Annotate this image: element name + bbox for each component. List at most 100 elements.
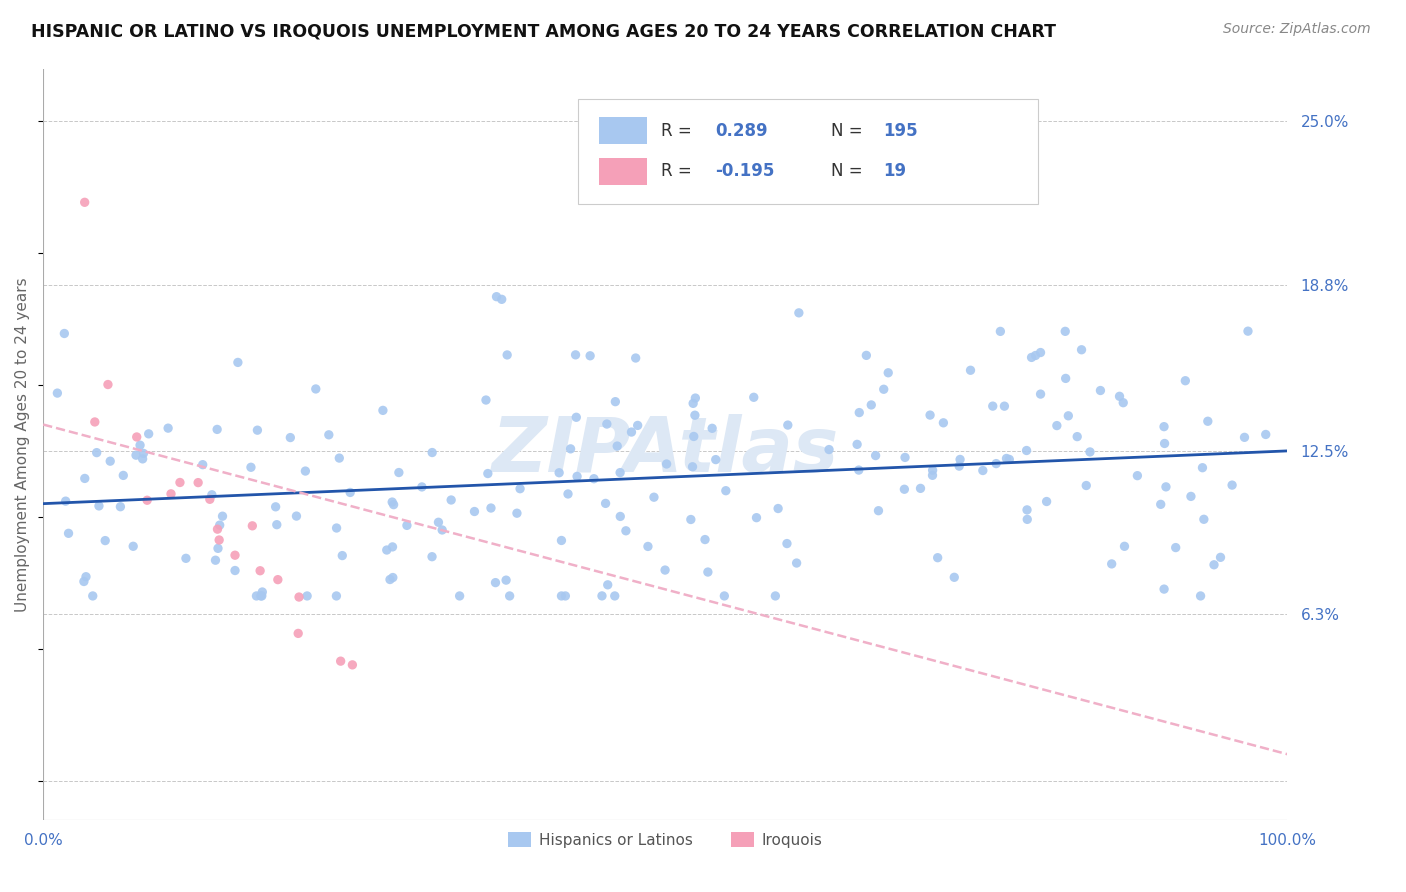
Point [224, 564, 246, 578]
Point [1150, 497, 1173, 511]
Point [787, 306, 810, 320]
Point [125, 430, 148, 444]
Point [208, 518, 231, 533]
Point [252, 585, 274, 599]
Point [129, 438, 152, 452]
Point [136, 493, 159, 508]
Legend: Hispanics or Latinos, Iroquois: Hispanics or Latinos, Iroquois [502, 826, 828, 854]
Point [1237, 324, 1260, 338]
Point [288, 590, 311, 604]
Point [1154, 480, 1177, 494]
Point [509, 482, 531, 496]
Point [1025, 349, 1047, 363]
Point [318, 427, 340, 442]
Text: 195: 195 [883, 122, 918, 140]
Point [267, 573, 290, 587]
Point [948, 459, 970, 474]
Point [679, 512, 702, 526]
Point [1015, 443, 1038, 458]
Point [198, 492, 221, 507]
Point [564, 348, 586, 362]
Point [211, 509, 233, 524]
Point [160, 487, 183, 501]
Point [249, 564, 271, 578]
Point [865, 449, 887, 463]
Point [627, 418, 650, 433]
Point [250, 589, 273, 603]
Point [1191, 460, 1213, 475]
Point [1078, 445, 1101, 459]
Point [264, 500, 287, 514]
Point [609, 466, 631, 480]
Point [605, 394, 627, 409]
Point [685, 391, 707, 405]
Point [381, 570, 404, 584]
Point [205, 422, 228, 436]
Point [1112, 395, 1135, 409]
Point [986, 457, 1008, 471]
Point [893, 482, 915, 496]
Point [110, 500, 132, 514]
Point [637, 540, 659, 554]
Point [485, 290, 508, 304]
Point [990, 325, 1012, 339]
Point [557, 487, 579, 501]
Point [932, 416, 955, 430]
Point [329, 654, 352, 668]
Point [920, 408, 942, 422]
Point [1153, 436, 1175, 450]
Point [1192, 512, 1215, 526]
FancyBboxPatch shape [578, 99, 1039, 203]
Point [498, 589, 520, 603]
Point [582, 472, 605, 486]
Point [1029, 345, 1052, 359]
Point [1057, 409, 1080, 423]
Point [1254, 427, 1277, 442]
Point [1197, 414, 1219, 428]
Point [73, 574, 96, 589]
Point [894, 450, 917, 465]
Point [305, 382, 328, 396]
Point [174, 551, 197, 566]
Point [381, 495, 404, 509]
Point [98, 454, 121, 468]
Point [75, 570, 97, 584]
Point [381, 540, 404, 554]
Text: -0.195: -0.195 [716, 162, 775, 180]
Point [595, 496, 617, 510]
Point [548, 466, 571, 480]
Point [949, 452, 972, 467]
Point [713, 589, 735, 603]
Point [624, 351, 647, 365]
Text: 19: 19 [883, 162, 905, 180]
Point [371, 403, 394, 417]
Point [207, 541, 229, 556]
Point [693, 533, 716, 547]
Point [1076, 478, 1098, 492]
Point [818, 442, 841, 457]
Point [420, 445, 443, 459]
Point [998, 452, 1021, 467]
Point [420, 549, 443, 564]
Point [325, 589, 347, 603]
Point [87, 499, 110, 513]
Point [704, 452, 727, 467]
Point [427, 516, 450, 530]
Point [339, 485, 361, 500]
Point [411, 480, 433, 494]
Point [208, 533, 231, 547]
Point [249, 589, 271, 603]
Text: Source: ZipAtlas.com: Source: ZipAtlas.com [1223, 22, 1371, 37]
Point [294, 464, 316, 478]
Point [786, 556, 808, 570]
Point [388, 466, 411, 480]
Point [122, 539, 145, 553]
Point [97, 377, 120, 392]
Point [596, 578, 619, 592]
Point [943, 570, 966, 584]
Point [83, 415, 105, 429]
Point [477, 467, 499, 481]
Point [1202, 558, 1225, 572]
Point [46, 386, 69, 401]
Point [53, 326, 76, 341]
